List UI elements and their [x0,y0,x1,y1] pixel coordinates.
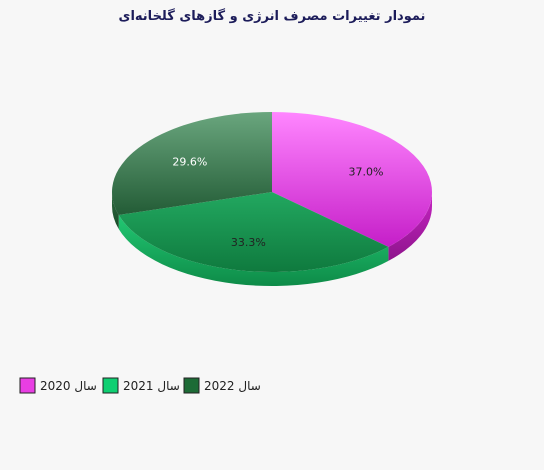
pie-slice-side [112,192,119,229]
legend-item: سال 2021 [102,377,180,394]
slice-label: 29.6% [172,155,207,168]
legend-swatch [183,377,200,394]
chart-title: نمودار تغییرات مصرف انرژی و گازهای گلخان… [119,8,426,24]
legend-item: سال 2022 [183,377,261,394]
legend-label: سال 2020 [40,379,97,393]
legend-label: سال 2021 [123,379,180,393]
legend-label: سال 2022 [204,379,261,393]
pie-slice[interactable] [111,112,272,215]
pie-sides [112,192,432,286]
pie-slice-side [388,192,432,261]
legend-swatch [102,377,119,394]
legend-item: سال 2020 [19,377,97,394]
pie-slice[interactable] [118,192,389,272]
slice-labels: 37.0% 33.3% 29.6% [172,155,383,248]
pie-slice[interactable] [272,112,432,247]
slice-label: 33.3% [231,236,266,249]
legend-swatch [19,377,36,394]
pie-slice-side [118,214,389,286]
pie-slices [111,112,432,272]
slice-label: 37.0% [349,166,384,179]
legend: سال 2020 سال 2021 سال 2022 [19,377,261,394]
